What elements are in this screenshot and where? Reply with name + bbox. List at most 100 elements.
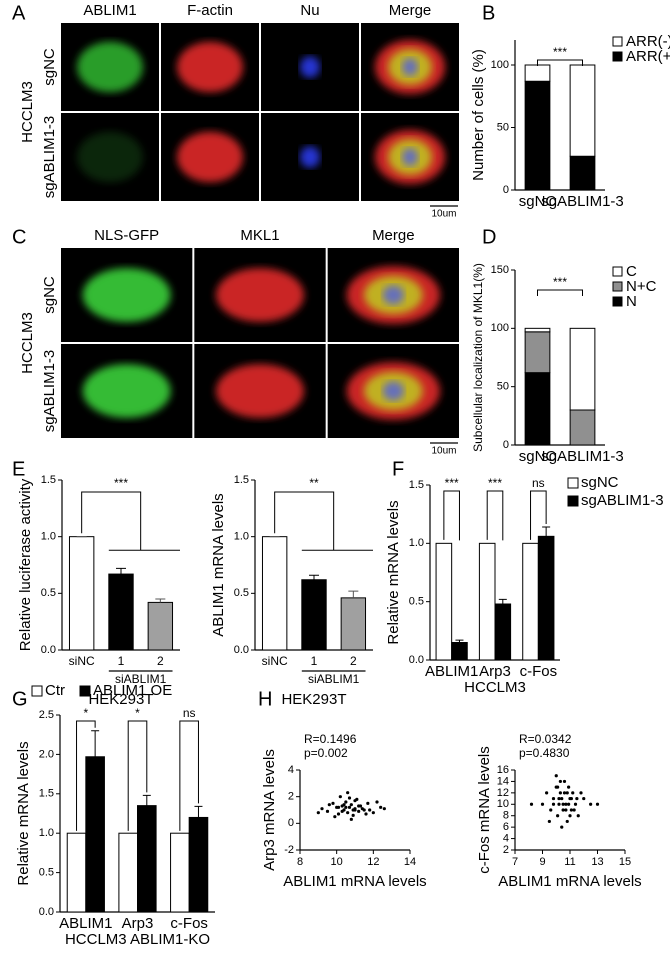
column-label: Merge (372, 227, 415, 244)
group-label: HCCLM3 (19, 312, 36, 374)
scatter-point (336, 812, 341, 816)
x-axis-label: ABLIM1 mRNA levels (283, 873, 426, 890)
y-axis-label: Arp3 mRNA levels (261, 749, 278, 871)
x-tick-label: 1 (311, 654, 318, 668)
y-axis-label: Number of cells (%) (470, 49, 487, 181)
scatter-point (565, 819, 569, 824)
scale-label: 10um (431, 446, 456, 457)
scatter-point (589, 802, 593, 806)
x-tick-label: 2 (157, 654, 164, 668)
legend-label: ARR(+) (626, 48, 670, 65)
scatter-point (595, 802, 600, 806)
sig-bracket (443, 490, 460, 541)
y-tick-label: 1.5 (409, 479, 424, 491)
scatter-point (560, 825, 564, 829)
x-axis-label: HEK293T (88, 691, 153, 708)
scatter-point (547, 819, 551, 824)
y-tick-label: 150 (491, 264, 509, 276)
scatter-point (353, 808, 357, 812)
scatter-point (375, 800, 379, 804)
sig-bracket (530, 490, 547, 540)
scatter-point (357, 809, 361, 813)
error-bar (116, 567, 126, 575)
sig-bracket (537, 59, 583, 66)
scatter-point (575, 796, 579, 801)
scatter-point (344, 805, 348, 809)
scatter-point (338, 795, 342, 799)
row-label: sgABLIM1-3 (41, 350, 58, 433)
legend-swatch (612, 296, 623, 307)
x-tick-label: sgNC (519, 193, 557, 210)
error-bar (498, 598, 507, 604)
sig-label: *** (488, 476, 502, 490)
scatter-point (349, 803, 353, 807)
row-label: sgNC (41, 48, 58, 86)
scatter-point (320, 807, 324, 811)
y-tick-label: 0 (288, 817, 294, 829)
sig-bracket (81, 491, 180, 551)
legend-label: ARR(-) (626, 33, 670, 50)
scale-label: 10um (431, 209, 456, 220)
y-tick-label: 1.0 (39, 827, 54, 839)
y-axis-label: Relative mRNA levels (385, 500, 402, 644)
y-tick-label: 2.0 (39, 748, 54, 760)
y-tick-label: 50 (497, 121, 509, 133)
sig-bracket (537, 289, 583, 296)
y-tick-label: 100 (491, 59, 509, 71)
column-label: NLS-GFP (94, 227, 159, 244)
legend-label: sgNC (581, 474, 619, 491)
scatter-point (529, 802, 534, 806)
sig-bracket (127, 720, 148, 831)
legend-swatch (567, 495, 579, 507)
scatter-point (551, 802, 556, 806)
bar (522, 542, 539, 661)
y-tick-label: 2 (288, 791, 294, 803)
y-axis-label: Relative mRNA levels (15, 741, 32, 885)
scatter-point (347, 805, 352, 809)
scatter-point (545, 791, 549, 795)
scatter-point (371, 811, 375, 815)
x-tick-label: ABLIM1 (59, 915, 112, 932)
scatter-point (560, 796, 564, 801)
sig-label: ** (309, 476, 319, 490)
bar-segment (569, 64, 596, 157)
legend-label: ABLIM1 OE (93, 682, 172, 699)
y-tick-label: 0.5 (234, 587, 249, 599)
panel-letter: A (12, 2, 26, 24)
legend-swatch (31, 685, 43, 697)
x-tick-label: siNC (262, 654, 288, 668)
scatter-point (557, 802, 561, 806)
scatter-point (346, 811, 350, 815)
y-tick-label: 4 (503, 832, 509, 844)
scatter-point (347, 796, 352, 800)
scatter-point (351, 813, 355, 817)
scatter-point (573, 802, 578, 806)
x-tick-label: sgABLIM1-3 (541, 193, 624, 210)
y-tick-label: 100 (491, 322, 509, 334)
sig-label: ns (532, 476, 545, 490)
scatter-point (576, 814, 580, 818)
scatter-point (327, 803, 331, 807)
cell-signal (82, 364, 171, 418)
bar-segment (569, 155, 596, 191)
y-tick-label: 0.0 (409, 654, 424, 666)
scatter-point (569, 808, 573, 812)
error-bar (455, 639, 464, 643)
scatter-point (344, 800, 348, 804)
group-label: siABLIM1 (115, 672, 167, 686)
bar-segment (524, 327, 551, 333)
bar (66, 832, 87, 913)
sig-label: * (135, 706, 140, 720)
row-label: sgNC (41, 276, 58, 314)
scatter-point (582, 796, 586, 801)
scatter-point (564, 808, 568, 812)
bar-segment (569, 327, 596, 411)
error-bar (194, 805, 203, 818)
scatter-point (366, 801, 370, 805)
scatter-point (567, 802, 571, 806)
y-tick-label: 12 (497, 787, 509, 799)
y-tick-label: 0 (503, 439, 509, 451)
y-axis-label: Subcellular localization of MKL1(%) (471, 263, 485, 452)
bar (494, 603, 512, 661)
bar (108, 573, 134, 651)
